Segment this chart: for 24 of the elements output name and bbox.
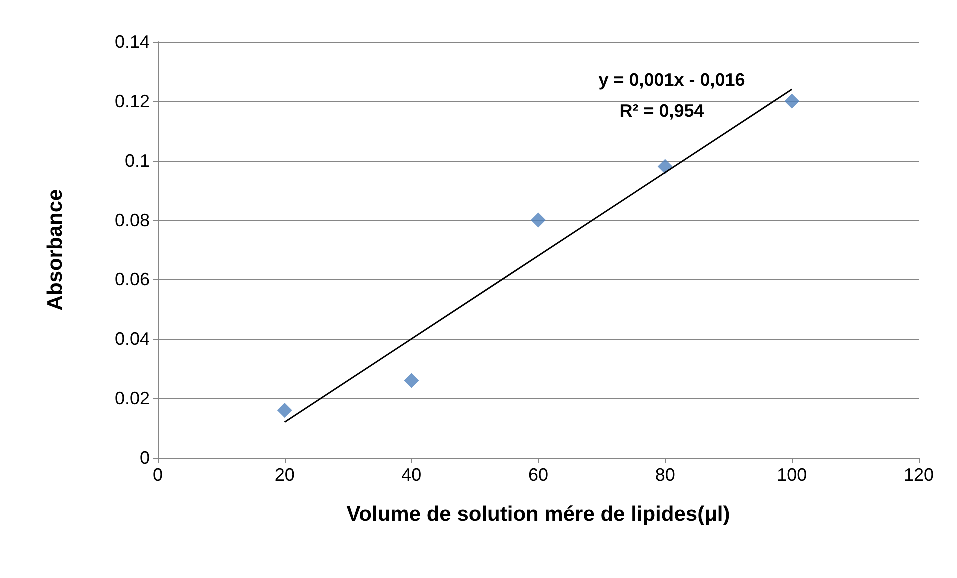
- x-tick-label: 120: [904, 465, 934, 485]
- point: [784, 94, 800, 109]
- x-tick-label: 80: [655, 465, 676, 485]
- x-axis-title: Volume de solution mére de lipides(μl): [346, 503, 730, 526]
- x-tick-label: 40: [402, 465, 422, 485]
- y-axis-title: Absorbance: [44, 189, 67, 311]
- x-tick-label: 0: [152, 465, 164, 485]
- y-tick-label: 0.04: [114, 329, 150, 350]
- annotation: R² = 0,954: [620, 101, 704, 121]
- y-tick-label: 0.02: [114, 388, 150, 409]
- y-tick-label: 0.08: [114, 210, 150, 230]
- point: [404, 373, 420, 388]
- y-tick-label: 0.14: [114, 32, 150, 52]
- x-tick-label: 100: [777, 465, 808, 485]
- x-tick-label: 60: [528, 465, 549, 485]
- y-tick-label: 0.12: [114, 91, 150, 112]
- x-tick-label: 20: [274, 465, 295, 485]
- y-tick-label: 0.1: [124, 150, 150, 171]
- y-tick-label: 0: [140, 448, 150, 468]
- y-tick-label: 0.06: [114, 270, 150, 290]
- annotation: y = 0,001x - 0,016: [598, 70, 746, 90]
- point: [277, 402, 292, 418]
- point: [658, 159, 673, 174]
- point: [531, 212, 546, 228]
